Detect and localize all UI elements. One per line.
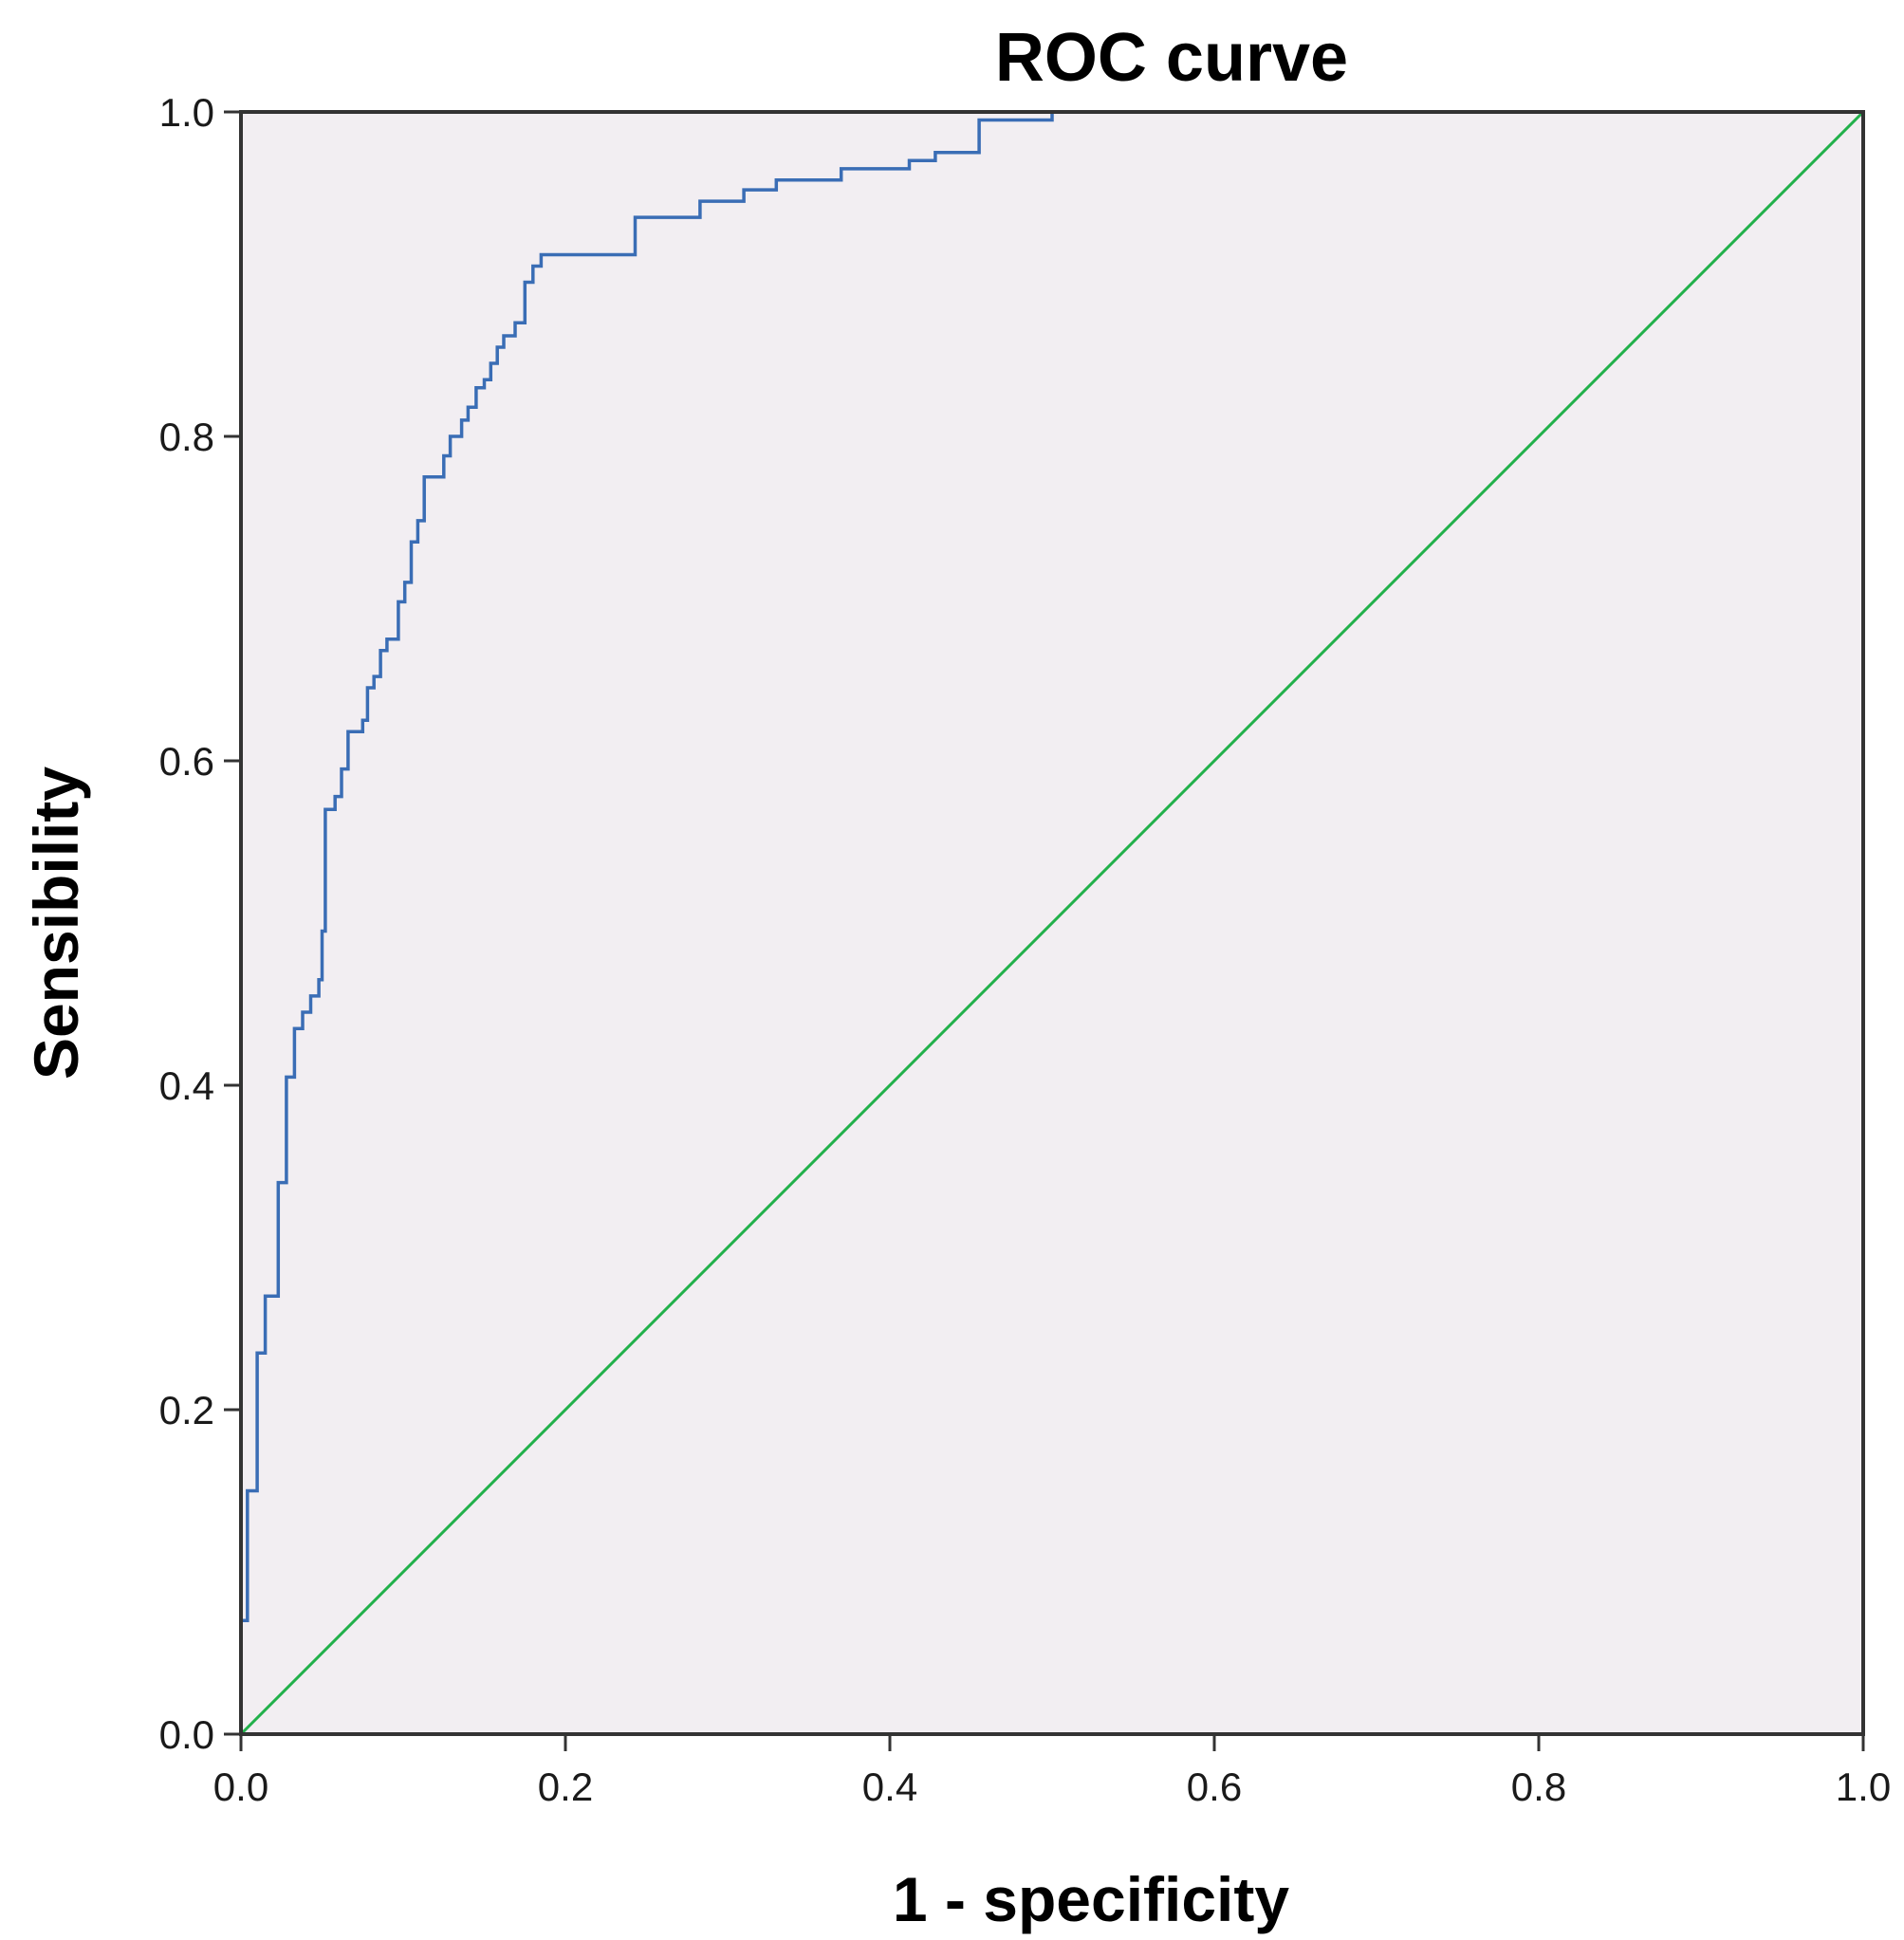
x-tick-label: 0.8 [1511,1764,1566,1809]
x-tick-label: 1.0 [1836,1764,1891,1809]
y-axis-ticks: 0.0 0.2 0.4 0.6 0.8 1.0 [159,90,241,1757]
y-tick-label: 0.4 [159,1063,214,1108]
x-tick-label: 0.0 [213,1764,268,1809]
y-tick-label: 0.8 [159,415,214,459]
x-tick-label: 0.6 [1187,1764,1242,1809]
x-tick-label: 0.2 [538,1764,593,1809]
x-axis-ticks: 0.0 0.2 0.4 0.6 0.8 1.0 [213,1734,1891,1809]
roc-curve-line [239,110,1863,1734]
reference-diagonal-line [239,110,1865,1736]
chart-title: ROC curve [995,20,1348,96]
x-tick-label: 0.4 [862,1764,917,1809]
y-tick-label: 0.6 [159,739,214,784]
y-tick-label: 0.0 [159,1712,214,1757]
x-axis-label: 1 - specificity [893,1864,1289,1934]
y-tick-label: 1.0 [159,90,214,135]
series-group [239,110,1865,1736]
plot-frame [239,110,1865,1736]
y-axis-label: Sensibility [21,767,91,1080]
y-tick-label: 0.2 [159,1388,214,1432]
